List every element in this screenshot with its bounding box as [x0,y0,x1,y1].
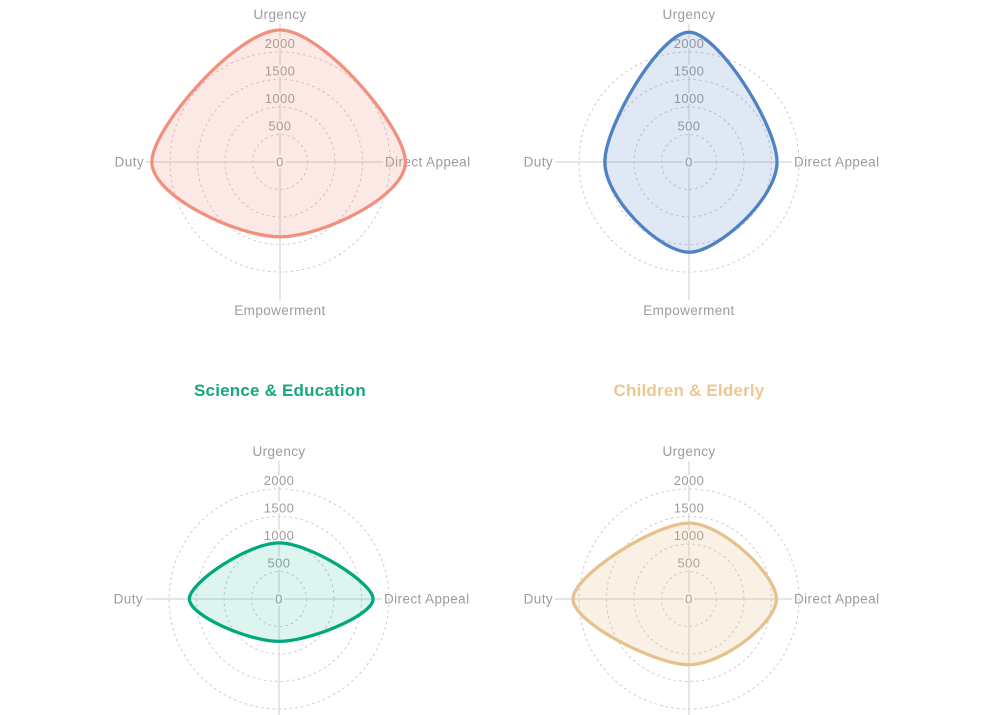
axis-label-duty: Duty [524,155,553,170]
radar-chart-bottom-right: 0500100015002000UrgencyDirect AppealEmpo… [524,444,880,715]
axis-label-duty: Duty [524,592,553,607]
radial-tick-label: 500 [678,119,701,134]
radar-series-curve [571,521,779,667]
radial-tick-label: 1000 [674,91,705,106]
chart-title-science-education: Science & Education [194,381,366,400]
radar-series-curve [187,541,375,643]
radial-tick-label: 0 [275,592,283,607]
axis-label-urgency: Urgency [253,7,306,22]
radial-tick-label: 2000 [265,36,296,51]
radial-tick-label: 2000 [674,473,705,488]
axis-label-direct-appeal: Direct Appeal [794,592,880,607]
radial-tick-label: 500 [678,556,701,571]
radial-tick-label: 1000 [265,91,296,106]
axis-label-duty: Duty [114,592,143,607]
radial-tick-label: 500 [269,119,292,134]
radar-series-curve [150,28,408,239]
radial-tick-label: 2000 [264,473,295,488]
radial-tick-label: 1500 [674,501,705,516]
radial-tick-label: 1500 [674,64,705,79]
radial-tick-label: 0 [276,155,284,170]
radial-tick-label: 1000 [674,528,705,543]
axis-label-direct-appeal: Direct Appeal [384,592,470,607]
radial-tick-label: 2000 [674,36,705,51]
axis-label-urgency: Urgency [662,444,715,459]
axis-label-urgency: Urgency [662,7,715,22]
radial-tick-label: 0 [685,592,693,607]
radial-tick-label: 1000 [264,528,295,543]
radar-chart-top-right: 0 500 1000 1500 2000 Urgency Direct Appeal Empo… [524,7,880,318]
radar-chart-top-left: 0500100015002000UrgencyDirect AppealEmpo… [115,7,470,318]
radial-tick-label: 500 [268,556,291,571]
radar-series-curve [603,30,779,254]
axis-label-empowerment: Empowerment [643,303,734,318]
axis-label-direct-appeal: Direct Appeal [794,155,880,170]
chart-title-children-elderly: Children & Elderly [613,381,765,400]
radial-tick-label: 0 [685,155,693,170]
radar-chart-bottom-left: 0500100015002000UrgencyDirect AppealEmpo… [114,444,470,715]
radial-tick-label: 1500 [264,501,295,516]
axis-label-empowerment: Empowerment [234,303,325,318]
axis-label-urgency: Urgency [252,444,305,459]
axis-label-duty: Duty [115,155,144,170]
radial-tick-label: 1500 [265,64,296,79]
